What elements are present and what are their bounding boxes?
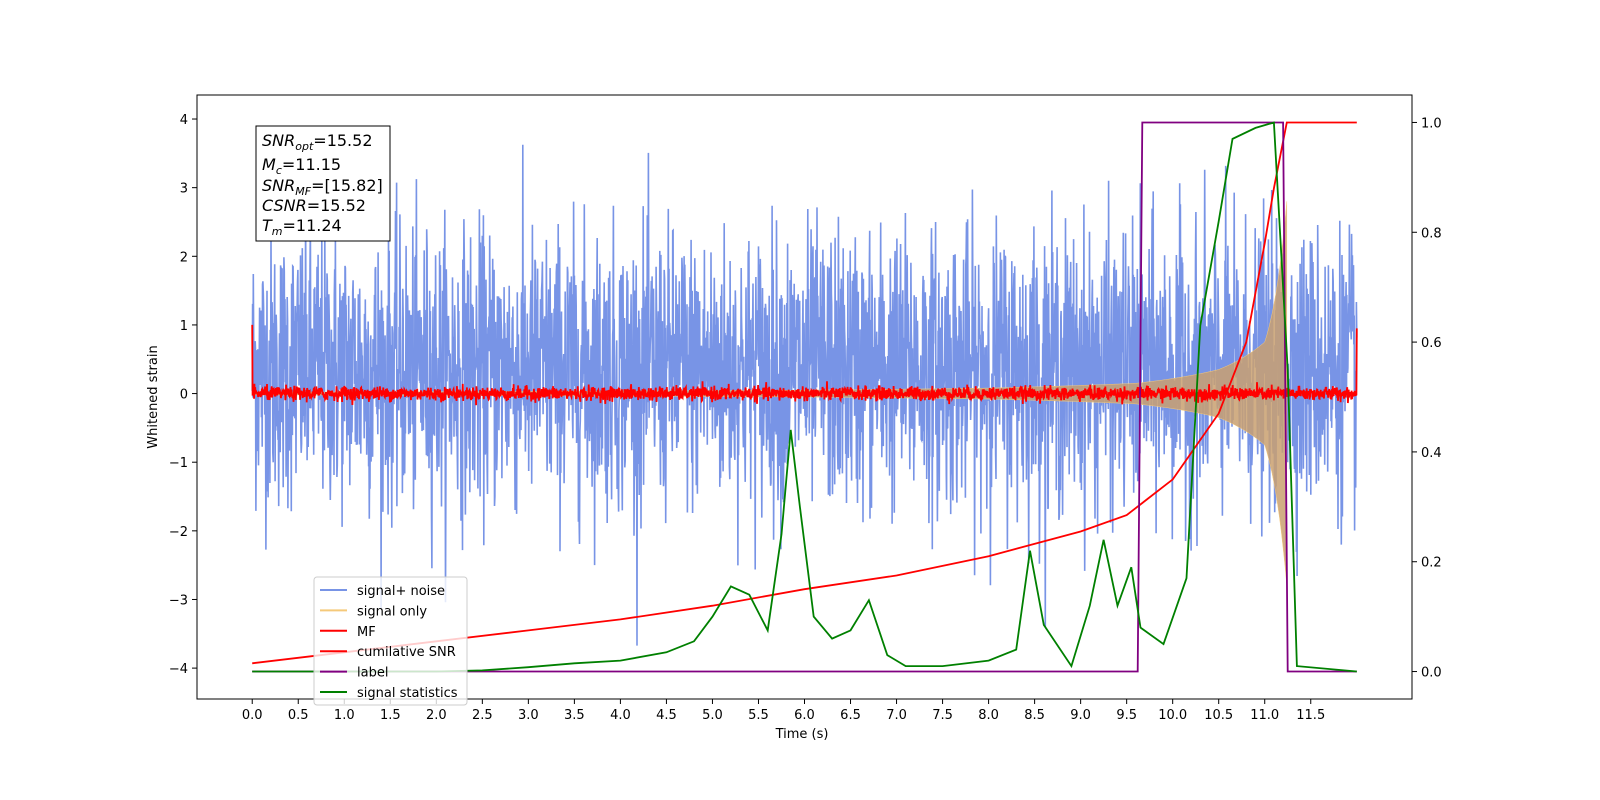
legend-items: signal+ noise signal only MF cumilative SNR… [320,584,458,701]
series-mf [251,324,1358,406]
x-tick-label: 6.5 [840,708,861,723]
x-tick-label: 2.5 [472,708,493,723]
legend-frame [313,576,468,706]
info-merger-time: Tm=11.24 [262,216,342,238]
y2-tick-label: 0.4 [1421,446,1442,461]
legend-label: signal only [357,604,427,619]
y-tick-label: 3 [180,182,188,197]
x-tick-label: 6.0 [794,708,815,723]
x-tick-label: 3.0 [518,708,539,723]
x-tick-label: 1.0 [334,708,355,723]
info-snr-opt: SNRopt=15.52 [262,131,373,153]
y-tick-label: −3 [169,593,188,608]
legend-label: MF [357,625,376,640]
x-tick-label: 0.5 [288,708,309,723]
info-snr-mf: SNRMF=[15.82] [262,176,383,198]
x-axis: 0.0 0.5 1.0 1.5 2.0 2.5 3.0 3.5 4.0 4.5 5.0 5.5 6.0 6… [242,699,1325,723]
x-tick-label: 11.0 [1250,708,1279,723]
series-signal-noise [251,144,1358,646]
x-tick-label: 5.5 [748,708,769,723]
series-signal-statistics [252,121,1357,673]
series-label [252,121,1357,673]
legend-label: signal+ noise [357,584,445,599]
x-tick-label: 2.0 [426,708,447,723]
y-axis-right: 1.0 0.8 0.6 0.4 0.2 0.0 [1412,116,1442,681]
legend: signal+ noise signal only MF cumilative SNR… [313,576,468,706]
y-axis-left: 4 3 2 1 0 −1 −2 −3 −4 [169,113,197,677]
x-tick-label: 9.5 [1116,708,1137,723]
y-tick-label: 4 [180,113,188,128]
y-tick-label: −2 [169,525,188,540]
y2-tick-label: 0.8 [1421,226,1442,241]
legend-label: signal statistics [357,686,458,701]
y-tick-label: −4 [169,662,188,677]
info-csnr: CSNR=15.52 [262,196,366,215]
x-tick-label: 0.0 [242,708,263,723]
plot-layer [251,121,1358,673]
legend-label: cumilative SNR [357,645,456,660]
y-axis-title: Whitened strain [146,345,161,448]
x-tick-label: 7.5 [932,708,953,723]
y2-tick-label: 0.2 [1421,556,1442,571]
x-tick-label: 1.5 [380,708,401,723]
x-axis-title: Time (s) [775,727,829,742]
x-tick-label: 4.5 [656,708,677,723]
x-tick-label: 7.0 [886,708,907,723]
series-cumulative-snr [252,121,1357,665]
series-group [251,121,1358,673]
x-tick-label: 5.0 [702,708,723,723]
y-tick-label: −1 [169,456,188,471]
y-tick-label: 2 [180,250,188,265]
x-tick-label: 10.0 [1158,708,1187,723]
y2-tick-label: 0.6 [1421,336,1442,351]
x-tick-label: 10.5 [1204,708,1233,723]
x-tick-label: 4.0 [610,708,631,723]
x-tick-label: 8.5 [1024,708,1045,723]
y-tick-label: 0 [180,388,188,403]
y2-tick-label: 0.0 [1421,666,1442,681]
x-tick-label: 8.0 [978,708,999,723]
y2-tick-label: 1.0 [1421,116,1442,131]
info-chirp-mass: Mc=11.15 [262,155,341,177]
info-box: SNRopt=15.52 Mc=11.15 SNRMF=[15.82] CSNR… [255,125,391,242]
x-tick-label: 3.5 [564,708,585,723]
x-tick-label: 11.5 [1296,708,1325,723]
x-tick-label: 9.0 [1070,708,1091,723]
y-tick-label: 1 [180,319,188,334]
legend-label: label [357,666,388,681]
info-box-frame [255,125,391,242]
